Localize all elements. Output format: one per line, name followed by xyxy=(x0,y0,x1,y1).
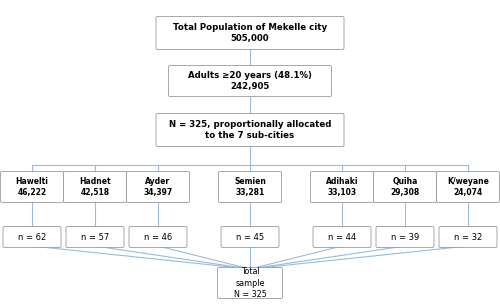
FancyBboxPatch shape xyxy=(221,227,279,247)
FancyBboxPatch shape xyxy=(156,113,344,146)
Text: n = 62: n = 62 xyxy=(18,232,46,242)
Text: Semien
33,281: Semien 33,281 xyxy=(234,177,266,197)
FancyBboxPatch shape xyxy=(66,227,124,247)
Text: n = 46: n = 46 xyxy=(144,232,172,242)
FancyBboxPatch shape xyxy=(310,171,374,203)
FancyBboxPatch shape xyxy=(436,171,500,203)
Text: n = 44: n = 44 xyxy=(328,232,356,242)
FancyBboxPatch shape xyxy=(126,171,190,203)
FancyBboxPatch shape xyxy=(64,171,126,203)
Text: n = 57: n = 57 xyxy=(81,232,109,242)
Text: Hadnet
42,518: Hadnet 42,518 xyxy=(79,177,111,197)
Text: Hawelti
46,222: Hawelti 46,222 xyxy=(16,177,48,197)
Text: Adults ≥20 years (48.1%)
242,905: Adults ≥20 years (48.1%) 242,905 xyxy=(188,71,312,91)
Text: Total Population of Mekelle city
505,000: Total Population of Mekelle city 505,000 xyxy=(173,23,327,43)
Text: Quiha
29,308: Quiha 29,308 xyxy=(390,177,420,197)
FancyBboxPatch shape xyxy=(313,227,371,247)
Text: K/weyane
24,074: K/weyane 24,074 xyxy=(447,177,489,197)
FancyBboxPatch shape xyxy=(376,227,434,247)
Text: Ayder
34,397: Ayder 34,397 xyxy=(144,177,172,197)
Text: n = 45: n = 45 xyxy=(236,232,264,242)
FancyBboxPatch shape xyxy=(168,66,332,96)
FancyBboxPatch shape xyxy=(156,16,344,49)
FancyBboxPatch shape xyxy=(3,227,61,247)
FancyBboxPatch shape xyxy=(374,171,436,203)
Text: n = 39: n = 39 xyxy=(391,232,419,242)
Text: n = 32: n = 32 xyxy=(454,232,482,242)
FancyBboxPatch shape xyxy=(129,227,187,247)
FancyBboxPatch shape xyxy=(0,171,64,203)
Text: Adihaki
33,103: Adihaki 33,103 xyxy=(326,177,358,197)
Text: Total
sample
N = 325: Total sample N = 325 xyxy=(234,267,266,299)
FancyBboxPatch shape xyxy=(218,171,282,203)
Text: N = 325, proportionally allocated
to the 7 sub-cities: N = 325, proportionally allocated to the… xyxy=(169,120,331,140)
FancyBboxPatch shape xyxy=(218,267,282,299)
FancyBboxPatch shape xyxy=(439,227,497,247)
